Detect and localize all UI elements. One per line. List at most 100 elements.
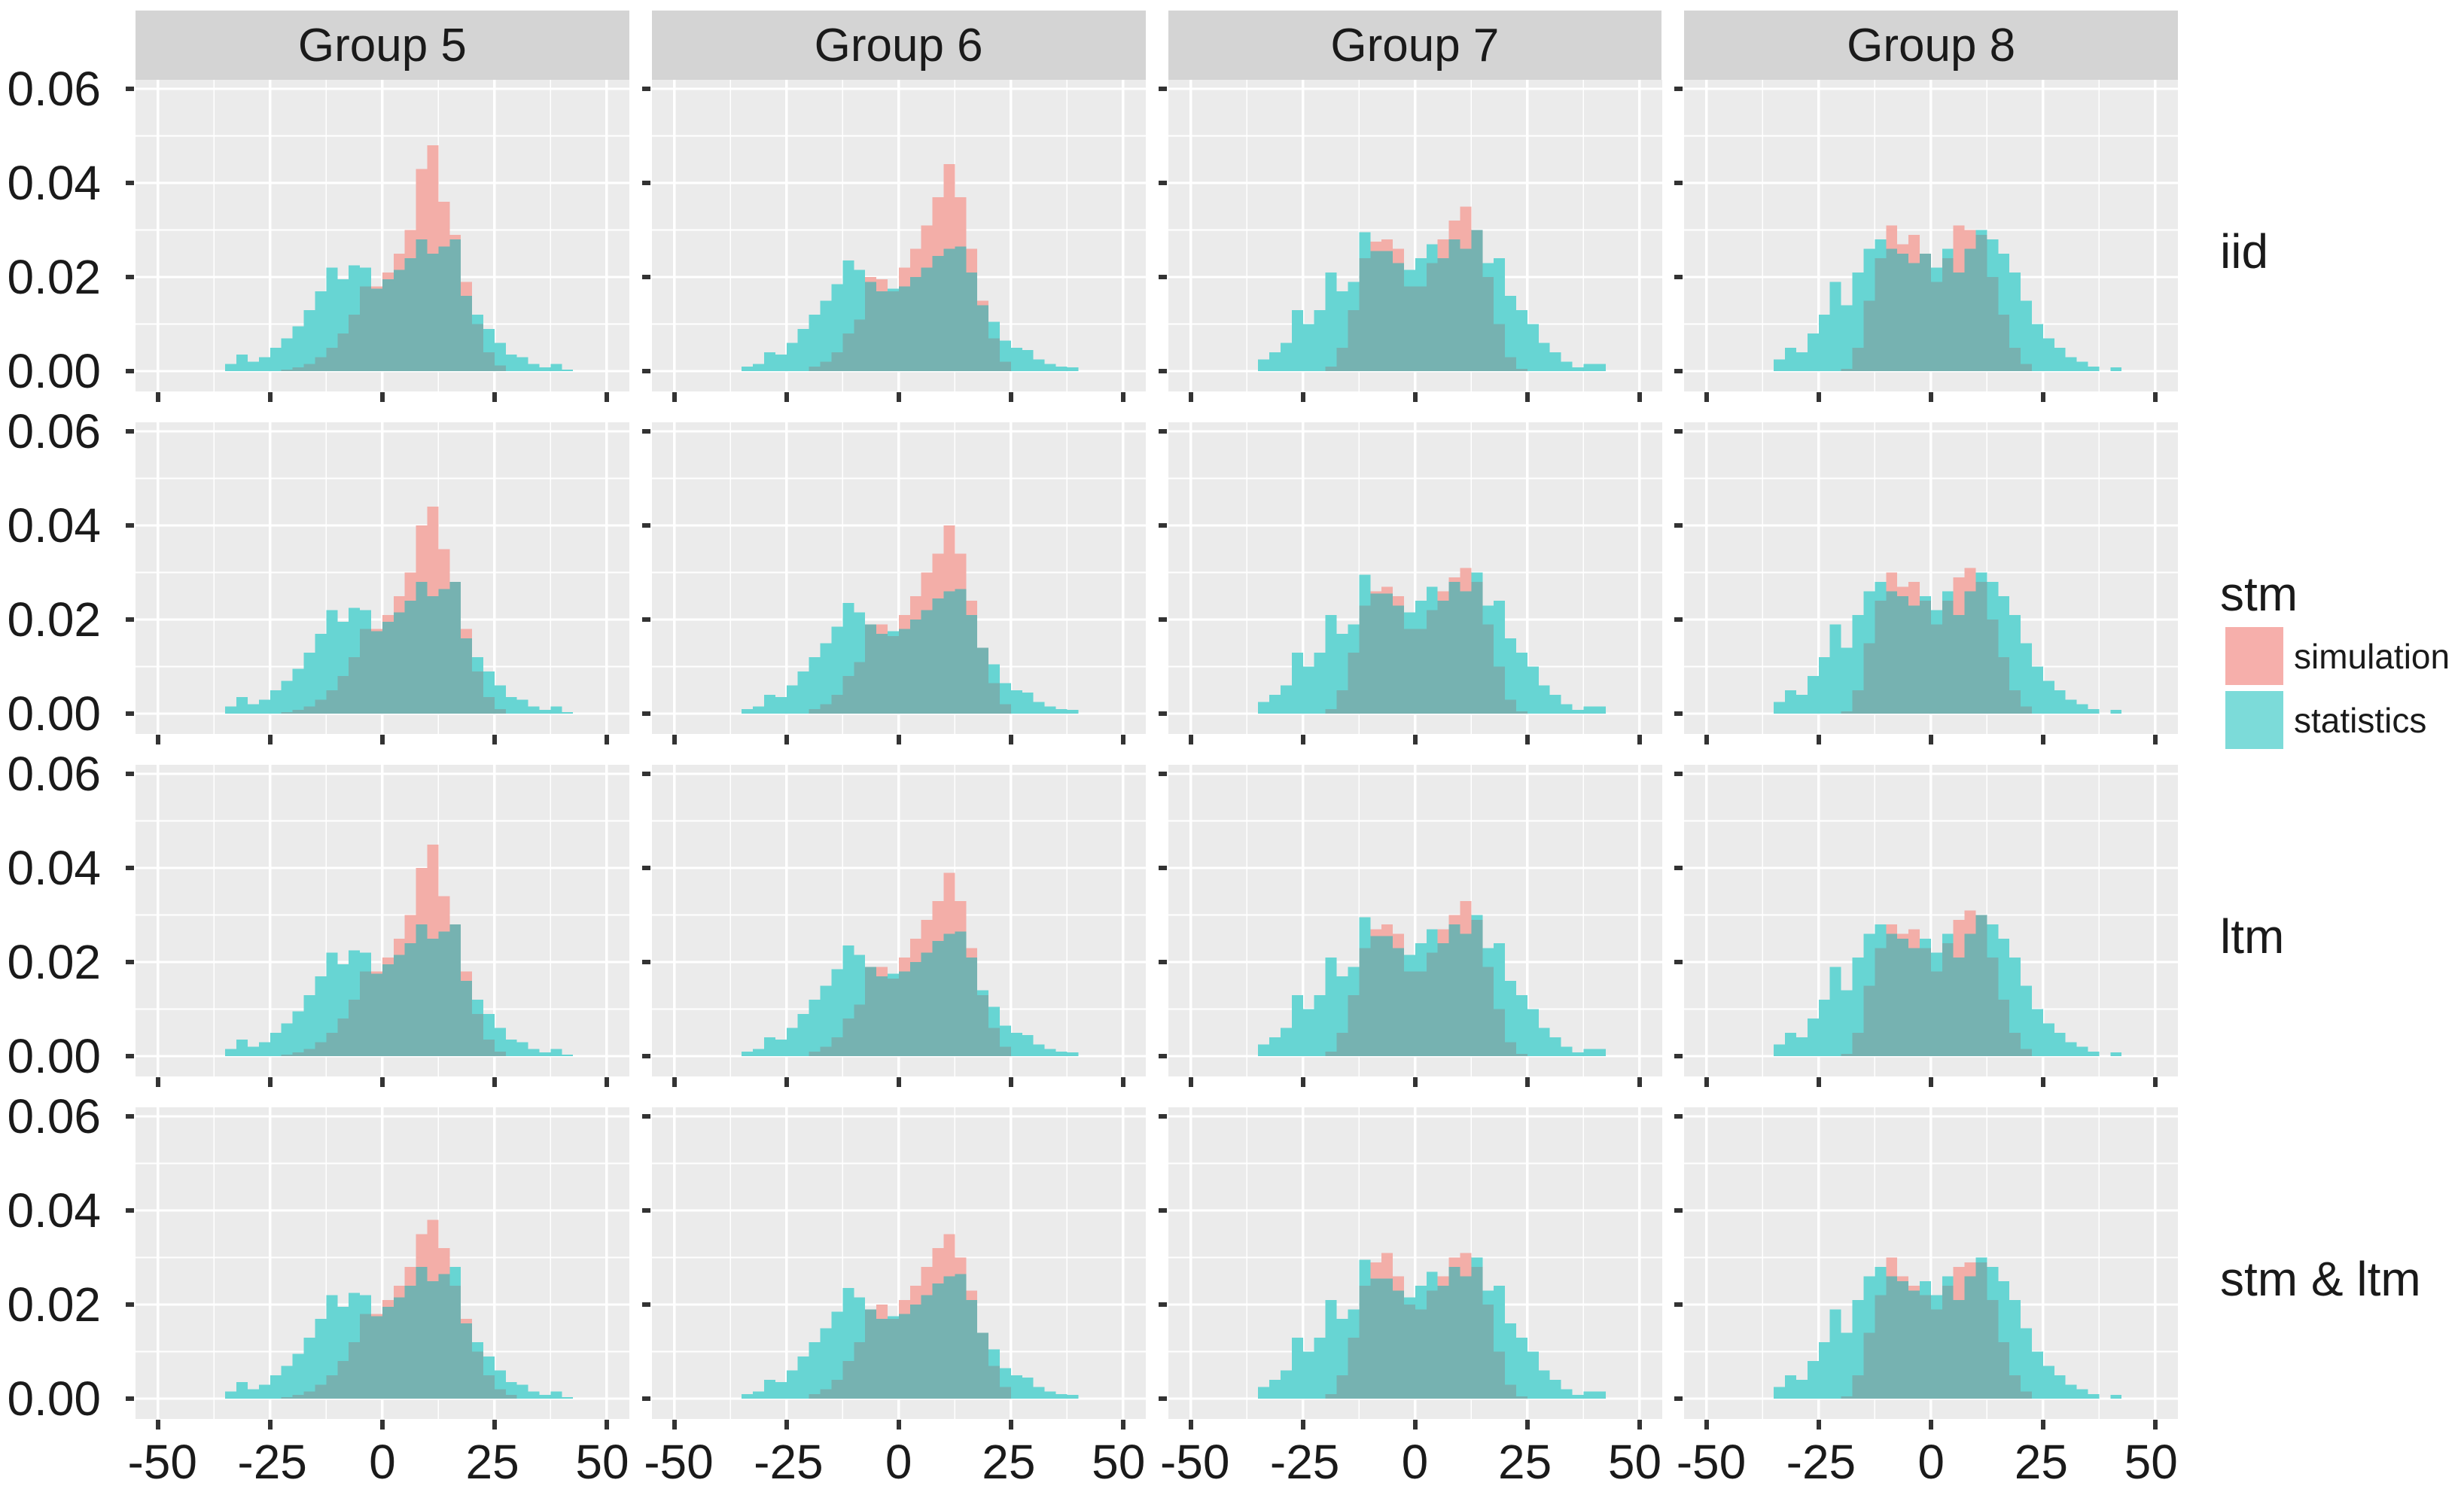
y-tick-label: 0.04	[7, 1183, 101, 1238]
histogram-svg	[1158, 80, 1662, 402]
x-tick-label: 50	[1607, 1435, 1662, 1489]
facet-strip-label: Group 8	[1847, 19, 2016, 72]
x-tick-label: -50	[644, 1435, 714, 1489]
panel-group6-ltm	[641, 765, 1146, 1107]
x-tick-label: -25	[1269, 1435, 1340, 1489]
y-tick-label: 0.02	[7, 250, 101, 304]
y-tick-label: 0.00	[7, 687, 101, 741]
facet-row-label: stm	[2220, 566, 2298, 621]
panel-group7-stm	[1158, 422, 1662, 765]
y-tick-label: 0.02	[7, 1277, 101, 1332]
y-tick-label: 0.06	[7, 404, 101, 458]
panel-group8-stm-ltm	[1674, 1107, 2178, 1450]
y-tick-label: 0.04	[7, 841, 101, 895]
y-tick-label: 0.02	[7, 935, 101, 989]
x-axis-group-7: -50 -25 0 25 50	[1160, 1438, 1662, 1495]
facet-strip-group-5: Group 5	[136, 11, 629, 80]
statistics-swatch-icon	[2225, 691, 2283, 749]
panel-group6-stm	[641, 422, 1146, 765]
corner-spacer	[2201, 1450, 2464, 1495]
y-tick-label: 0.00	[7, 1029, 101, 1083]
panel-group5-stm-ltm	[126, 1107, 629, 1450]
histogram-svg	[1674, 1107, 2178, 1430]
x-tick-label: 25	[465, 1435, 519, 1489]
histogram-svg	[641, 80, 1146, 402]
panel-group7-ltm	[1158, 765, 1662, 1107]
corner-spacer	[2201, 11, 2464, 80]
x-tick-label: 25	[2014, 1435, 2068, 1489]
panel-group5-stm	[126, 422, 629, 765]
facet-strip-group-8: Group 8	[1684, 11, 2178, 80]
legend: simulation statistics	[2225, 627, 2450, 749]
histogram-svg	[126, 765, 629, 1087]
y-tick-label: 0.00	[7, 1372, 101, 1426]
histogram-svg	[1674, 422, 2178, 744]
y-tick-label: 0.04	[7, 498, 101, 553]
x-tick-label: -50	[127, 1435, 197, 1489]
legend-label: statistics	[2294, 700, 2427, 740]
y-tick-label: 0.06	[7, 747, 101, 801]
y-tick-label: 0.06	[7, 62, 101, 116]
y-axis-row-ltm: 0.06 0.04 0.02 0.00	[0, 750, 113, 1107]
y-axis-row-stm-ltm: 0.06 0.04 0.02 0.00	[0, 1092, 113, 1450]
x-tick-label: 50	[575, 1435, 629, 1489]
x-tick-label: -50	[1159, 1435, 1230, 1489]
corner-spacer	[0, 1450, 113, 1495]
facet-row-label-stm-ltm: stm & ltm	[2201, 1107, 2464, 1450]
simulation-swatch-icon	[2225, 627, 2283, 685]
facet-strip-group-6: Group 6	[651, 11, 1146, 80]
histogram-svg	[641, 422, 1146, 744]
histogram-svg	[126, 80, 629, 402]
y-tick-label: 0.02	[7, 592, 101, 647]
histogram-svg	[1674, 80, 2178, 402]
histogram-svg	[1158, 422, 1662, 744]
facet-strip-label: Group 6	[814, 19, 983, 72]
histogram-svg	[1158, 1107, 1662, 1430]
panel-group7-stm-ltm	[1158, 1107, 1662, 1450]
legend-label: simulation	[2294, 636, 2450, 676]
x-axis-group-5: -50 -25 0 25 50	[127, 1438, 629, 1495]
facet-strip-label: Group 5	[297, 19, 467, 72]
panel-group7-iid	[1158, 80, 1662, 422]
histogram-svg	[641, 1107, 1146, 1430]
facet-row-label: stm & ltm	[2220, 1251, 2421, 1306]
histogram-svg	[641, 765, 1146, 1087]
x-tick-label: 50	[1092, 1435, 1146, 1489]
x-tick-label: 0	[369, 1435, 396, 1489]
y-axis-row-stm: 0.06 0.04 0.02 0.00	[0, 407, 113, 765]
x-tick-label: -25	[754, 1435, 824, 1489]
x-tick-label: 25	[982, 1435, 1036, 1489]
x-tick-label: -25	[237, 1435, 307, 1489]
panel-group8-iid	[1674, 80, 2178, 422]
panel-group5-iid	[126, 80, 629, 422]
legend-item-statistics: statistics	[2225, 691, 2450, 749]
histogram-svg	[126, 1107, 629, 1430]
x-axis-group-6: -50 -25 0 25 50	[644, 1438, 1146, 1495]
facet-strip-group-7: Group 7	[1168, 11, 1662, 80]
panel-group6-iid	[641, 80, 1146, 422]
x-tick-label: 25	[1498, 1435, 1552, 1489]
x-tick-label: 50	[2124, 1435, 2178, 1489]
facet-strip-label: Group 7	[1330, 19, 1500, 72]
x-tick-label: 0	[1917, 1435, 1945, 1489]
x-tick-label: 0	[1401, 1435, 1429, 1489]
x-tick-label: -25	[1786, 1435, 1856, 1489]
facet-row-label: ltm	[2220, 909, 2285, 964]
x-tick-label: 0	[885, 1435, 912, 1489]
histogram-svg	[126, 422, 629, 744]
panel-group6-stm-ltm	[641, 1107, 1146, 1450]
facet-row-label-ltm: ltm	[2201, 765, 2464, 1107]
facet-row-label-stm: stm	[2201, 422, 2464, 765]
y-tick-label: 0.04	[7, 156, 101, 210]
x-tick-label: -50	[1676, 1435, 1747, 1489]
legend-item-simulation: simulation	[2225, 627, 2450, 685]
y-tick-label: 0.06	[7, 1089, 101, 1143]
y-axis-row-iid: 0.06 0.04 0.02 0.00	[0, 65, 113, 422]
y-tick-label: 0.00	[7, 344, 101, 398]
histogram-svg	[1674, 765, 2178, 1087]
x-axis-group-8: -50 -25 0 25 50	[1677, 1438, 2178, 1495]
panel-group8-stm	[1674, 422, 2178, 765]
histogram-svg	[1158, 765, 1662, 1087]
panel-group8-ltm	[1674, 765, 2178, 1107]
